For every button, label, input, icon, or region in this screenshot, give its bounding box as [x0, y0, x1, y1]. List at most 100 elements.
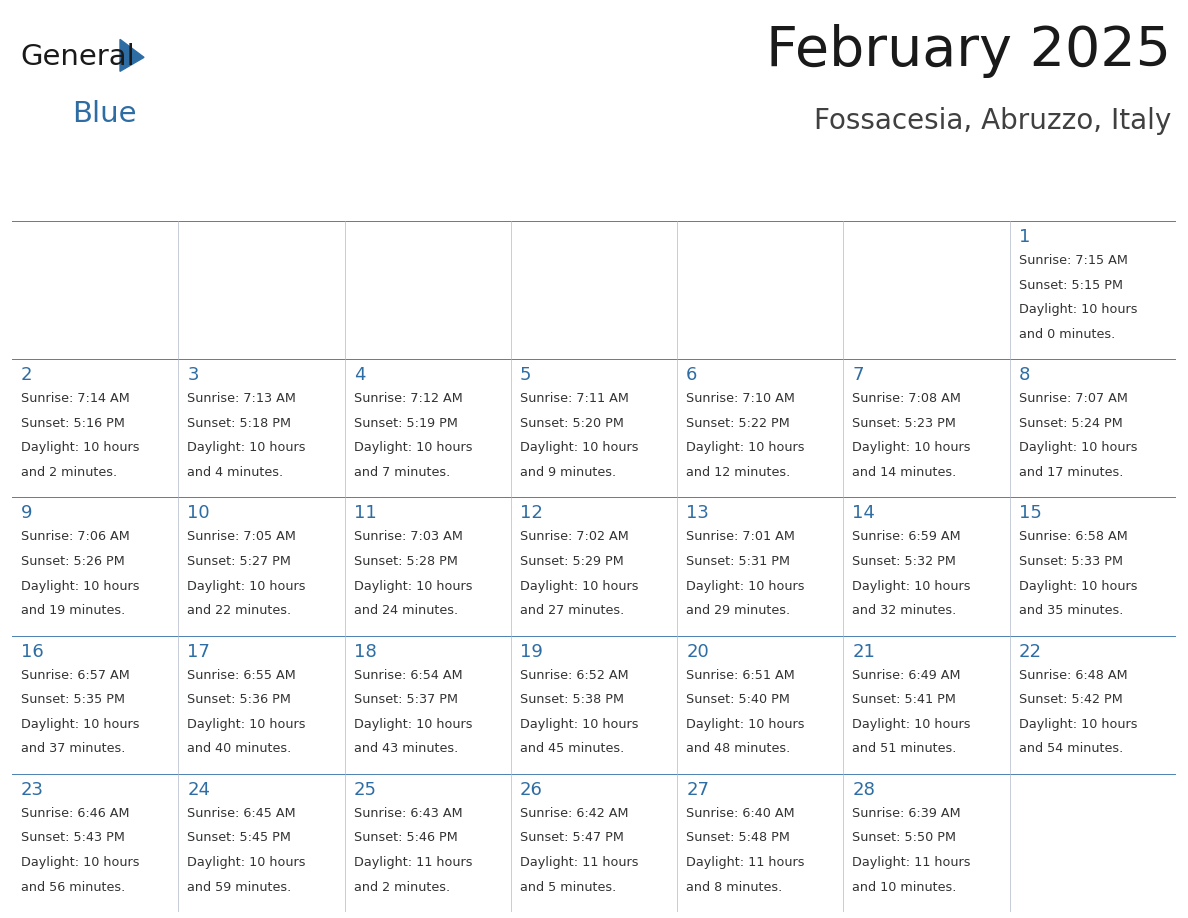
Text: 8: 8 [1019, 366, 1030, 385]
Text: and 19 minutes.: and 19 minutes. [21, 604, 125, 617]
Text: Sunset: 5:36 PM: Sunset: 5:36 PM [188, 693, 291, 706]
Text: Sunset: 5:18 PM: Sunset: 5:18 PM [188, 417, 291, 430]
Text: Sunset: 5:48 PM: Sunset: 5:48 PM [687, 832, 790, 845]
Text: Daylight: 10 hours: Daylight: 10 hours [520, 442, 638, 454]
Text: Monday: Monday [188, 183, 263, 201]
Text: 23: 23 [21, 781, 44, 799]
Text: Sunset: 5:46 PM: Sunset: 5:46 PM [354, 832, 457, 845]
Text: Sunset: 5:19 PM: Sunset: 5:19 PM [354, 417, 457, 430]
Text: 21: 21 [853, 643, 876, 661]
Text: Sunrise: 6:46 AM: Sunrise: 6:46 AM [21, 807, 129, 820]
Text: General: General [20, 43, 134, 72]
Text: and 10 minutes.: and 10 minutes. [853, 880, 956, 893]
Text: Sunset: 5:50 PM: Sunset: 5:50 PM [853, 832, 956, 845]
Text: Daylight: 10 hours: Daylight: 10 hours [354, 718, 472, 731]
Text: Sunrise: 6:57 AM: Sunrise: 6:57 AM [21, 668, 129, 681]
Text: Daylight: 10 hours: Daylight: 10 hours [687, 718, 804, 731]
Text: Sunset: 5:22 PM: Sunset: 5:22 PM [687, 417, 790, 430]
Text: and 5 minutes.: and 5 minutes. [520, 880, 617, 893]
Text: and 0 minutes.: and 0 minutes. [1019, 328, 1116, 341]
Text: Sunrise: 6:51 AM: Sunrise: 6:51 AM [687, 668, 795, 681]
Text: Sunrise: 6:43 AM: Sunrise: 6:43 AM [354, 807, 462, 820]
Text: Sunset: 5:26 PM: Sunset: 5:26 PM [21, 555, 125, 568]
Text: Daylight: 10 hours: Daylight: 10 hours [853, 442, 971, 454]
Text: and 8 minutes.: and 8 minutes. [687, 880, 783, 893]
Text: and 7 minutes.: and 7 minutes. [354, 466, 450, 479]
Text: 3: 3 [188, 366, 198, 385]
Text: Sunset: 5:47 PM: Sunset: 5:47 PM [520, 832, 624, 845]
Text: 5: 5 [520, 366, 531, 385]
Text: Fossacesia, Abruzzo, Italy: Fossacesia, Abruzzo, Italy [814, 107, 1171, 135]
Text: and 2 minutes.: and 2 minutes. [354, 880, 450, 893]
Text: 19: 19 [520, 643, 543, 661]
Text: Sunrise: 7:08 AM: Sunrise: 7:08 AM [853, 392, 961, 405]
Text: Daylight: 10 hours: Daylight: 10 hours [687, 579, 804, 593]
Text: 11: 11 [354, 504, 377, 522]
Text: and 27 minutes.: and 27 minutes. [520, 604, 624, 617]
Text: Sunset: 5:16 PM: Sunset: 5:16 PM [21, 417, 125, 430]
Text: Daylight: 10 hours: Daylight: 10 hours [354, 442, 472, 454]
Text: Daylight: 10 hours: Daylight: 10 hours [188, 856, 305, 869]
Text: 16: 16 [21, 643, 44, 661]
Text: and 59 minutes.: and 59 minutes. [188, 880, 291, 893]
Text: and 9 minutes.: and 9 minutes. [520, 466, 617, 479]
Text: Blue: Blue [72, 99, 137, 128]
Text: Sunrise: 7:05 AM: Sunrise: 7:05 AM [188, 531, 296, 543]
Text: Daylight: 10 hours: Daylight: 10 hours [520, 718, 638, 731]
Text: Sunset: 5:42 PM: Sunset: 5:42 PM [1019, 693, 1123, 706]
Text: Sunrise: 7:12 AM: Sunrise: 7:12 AM [354, 392, 462, 405]
Text: Sunset: 5:43 PM: Sunset: 5:43 PM [21, 832, 125, 845]
Text: and 4 minutes.: and 4 minutes. [188, 466, 284, 479]
Text: Sunrise: 7:15 AM: Sunrise: 7:15 AM [1019, 254, 1127, 267]
Text: Daylight: 10 hours: Daylight: 10 hours [1019, 579, 1137, 593]
Text: Daylight: 10 hours: Daylight: 10 hours [354, 579, 472, 593]
Text: 2: 2 [21, 366, 32, 385]
Text: 7: 7 [853, 366, 864, 385]
Text: 25: 25 [354, 781, 377, 799]
Text: Sunrise: 6:42 AM: Sunrise: 6:42 AM [520, 807, 628, 820]
Text: and 12 minutes.: and 12 minutes. [687, 466, 790, 479]
Text: Daylight: 10 hours: Daylight: 10 hours [1019, 303, 1137, 316]
Text: 28: 28 [853, 781, 876, 799]
Text: 20: 20 [687, 643, 709, 661]
Text: and 48 minutes.: and 48 minutes. [687, 743, 790, 756]
Text: Sunrise: 7:07 AM: Sunrise: 7:07 AM [1019, 392, 1127, 405]
Text: 4: 4 [354, 366, 365, 385]
Text: and 56 minutes.: and 56 minutes. [21, 880, 125, 893]
Text: 27: 27 [687, 781, 709, 799]
Text: 24: 24 [188, 781, 210, 799]
Text: Daylight: 10 hours: Daylight: 10 hours [188, 718, 305, 731]
Text: 18: 18 [354, 643, 377, 661]
Text: Sunset: 5:28 PM: Sunset: 5:28 PM [354, 555, 457, 568]
Text: 9: 9 [21, 504, 32, 522]
Text: Daylight: 10 hours: Daylight: 10 hours [520, 579, 638, 593]
Text: Daylight: 10 hours: Daylight: 10 hours [21, 718, 139, 731]
Text: Sunrise: 6:54 AM: Sunrise: 6:54 AM [354, 668, 462, 681]
Text: Sunrise: 7:10 AM: Sunrise: 7:10 AM [687, 392, 795, 405]
Text: 15: 15 [1019, 504, 1042, 522]
Text: 1: 1 [1019, 228, 1030, 246]
Text: and 54 minutes.: and 54 minutes. [1019, 743, 1123, 756]
Text: Daylight: 11 hours: Daylight: 11 hours [520, 856, 638, 869]
Text: Sunrise: 6:40 AM: Sunrise: 6:40 AM [687, 807, 795, 820]
Text: Tuesday: Tuesday [354, 183, 431, 201]
Text: 17: 17 [188, 643, 210, 661]
Text: Sunrise: 6:48 AM: Sunrise: 6:48 AM [1019, 668, 1127, 681]
Text: Daylight: 10 hours: Daylight: 10 hours [188, 579, 305, 593]
Text: Sunrise: 7:02 AM: Sunrise: 7:02 AM [520, 531, 628, 543]
Text: 10: 10 [188, 504, 210, 522]
Text: Sunset: 5:23 PM: Sunset: 5:23 PM [853, 417, 956, 430]
Text: Daylight: 10 hours: Daylight: 10 hours [21, 442, 139, 454]
Text: Thursday: Thursday [687, 183, 775, 201]
Text: Sunset: 5:33 PM: Sunset: 5:33 PM [1019, 555, 1123, 568]
Text: and 43 minutes.: and 43 minutes. [354, 743, 457, 756]
Text: Sunset: 5:38 PM: Sunset: 5:38 PM [520, 693, 624, 706]
Text: Sunrise: 6:58 AM: Sunrise: 6:58 AM [1019, 531, 1127, 543]
Text: Sunrise: 6:45 AM: Sunrise: 6:45 AM [188, 807, 296, 820]
Text: Sunrise: 7:11 AM: Sunrise: 7:11 AM [520, 392, 628, 405]
Text: and 35 minutes.: and 35 minutes. [1019, 604, 1123, 617]
Text: Sunset: 5:35 PM: Sunset: 5:35 PM [21, 693, 125, 706]
Text: Daylight: 10 hours: Daylight: 10 hours [1019, 718, 1137, 731]
Text: 13: 13 [687, 504, 709, 522]
Text: Sunday: Sunday [23, 183, 93, 201]
